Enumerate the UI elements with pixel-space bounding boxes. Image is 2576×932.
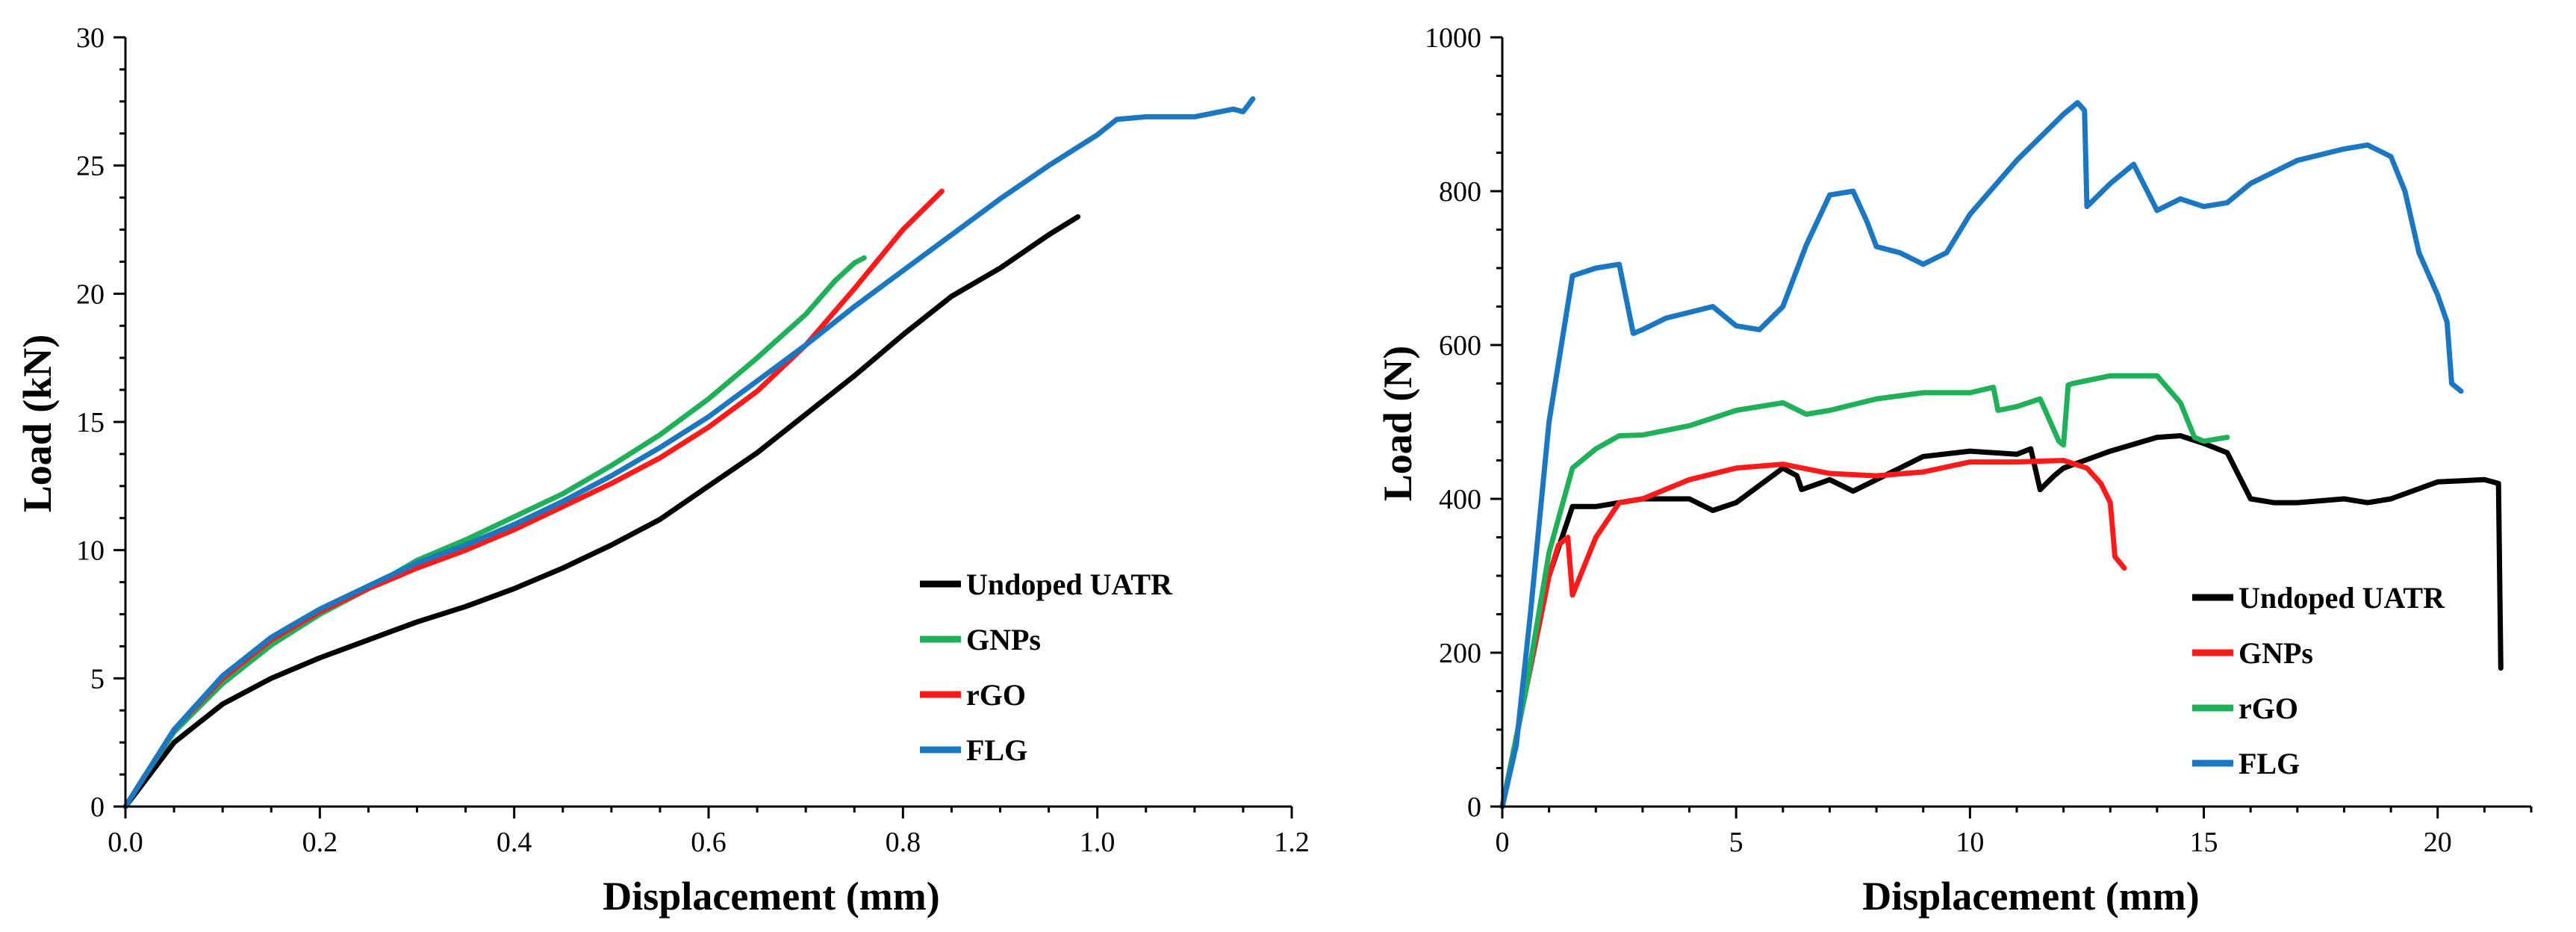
x-tick-label: 5 — [1729, 827, 1743, 858]
x-tick-label: 1.0 — [1080, 827, 1116, 858]
legend-label: FLG — [2239, 747, 2300, 780]
legend-label: Undoped UATR — [966, 568, 1173, 601]
series-line-flg — [122, 96, 1256, 810]
series-line-gnps — [1499, 458, 2127, 810]
series-line-rgo — [1499, 373, 2230, 810]
y-tick-label: 400 — [1439, 484, 1481, 515]
y-tick-label: 10 — [76, 535, 105, 567]
x-tick-label: 10 — [1956, 827, 1984, 858]
y-tick-label: 20 — [76, 279, 105, 310]
series-line-flg — [1499, 100, 2464, 810]
x-tick-label: 0.2 — [302, 827, 338, 858]
y-tick-label: 15 — [76, 407, 105, 438]
x-axis-title: Displacement (mm) — [1862, 874, 2199, 919]
series-layer — [1499, 100, 2504, 810]
series-layer — [122, 96, 1256, 810]
x-tick-label: 0.4 — [497, 827, 532, 858]
legend: Undoped UATR GNPs rGO FLG — [2192, 581, 2445, 780]
series-line-undoped-uatr — [122, 214, 1081, 810]
y-tick-label: 200 — [1439, 638, 1481, 669]
x-axis-title: Displacement (mm) — [603, 874, 939, 919]
legend: Undoped UATR GNPs rGO FLG — [920, 568, 1173, 767]
legend-label: rGO — [966, 678, 1026, 712]
series-line-gnps — [122, 255, 867, 810]
y-tick-label: 25 — [76, 151, 105, 182]
x-tick-label: 0.6 — [691, 827, 727, 858]
y-tick-label: 0 — [1467, 792, 1481, 823]
legend-label: GNPs — [2239, 636, 2313, 670]
series-line-rgo — [122, 188, 945, 810]
x-tick-label: 20 — [2424, 827, 2452, 858]
x-tick-label: 0.0 — [108, 827, 143, 858]
x-tick-label: 0.8 — [886, 827, 921, 858]
chart-load-kn: 0.0 0.2 0.4 0.6 0.8 1.0 1.2 0 5 10 15 20 25 30 Undope… — [15, 22, 1310, 919]
legend-label: rGO — [2239, 692, 2298, 725]
axes: 0.0 0.2 0.4 0.6 0.8 1.0 1.2 0 5 10 15 20 25 30 — [76, 22, 1310, 858]
y-tick-label: 30 — [76, 22, 105, 54]
legend-label: GNPs — [966, 623, 1041, 656]
y-axis-title: Load (N) — [1375, 346, 1420, 502]
series-line-undoped-uatr — [1499, 433, 2504, 810]
legend-label: FLG — [966, 733, 1027, 767]
y-tick-label: 0 — [90, 792, 105, 823]
x-tick-label: 15 — [2190, 827, 2218, 858]
y-tick-label: 800 — [1439, 176, 1481, 208]
y-tick-label: 5 — [90, 663, 105, 695]
y-tick-label: 600 — [1439, 330, 1481, 361]
y-tick-label: 1000 — [1425, 22, 1481, 54]
y-axis-title: Load (kN) — [15, 335, 60, 513]
x-tick-label: 1.2 — [1274, 827, 1310, 858]
x-tick-label: 0 — [1496, 827, 1510, 858]
legend-label: Undoped UATR — [2239, 581, 2445, 615]
